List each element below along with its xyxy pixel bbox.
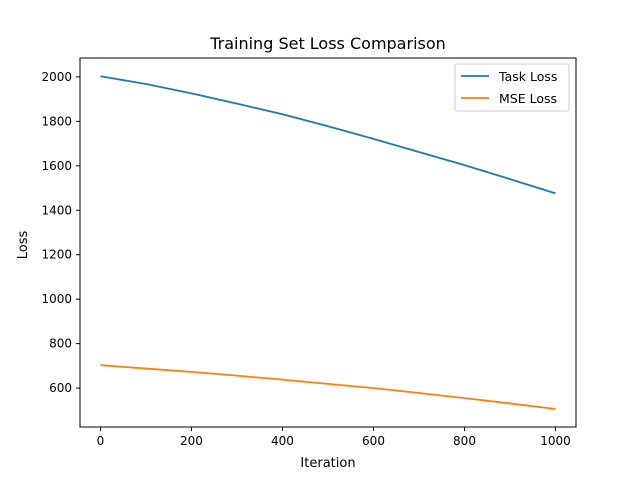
x-tick-label: 0 [97,434,105,448]
x-tick-label: 1000 [540,434,571,448]
series-line-task-loss [100,75,556,195]
y-tick-label: 600 [49,381,72,395]
x-axis-label: Iteration [300,456,355,471]
y-tick-label: 1200 [41,248,72,262]
y-tick-label: 1800 [41,114,72,128]
plot-area [100,75,556,410]
y-axis-label: Loss [16,231,31,260]
y-tick-label: 1400 [41,203,72,217]
x-tick-label: 400 [271,434,294,448]
y-tick-label: 2000 [41,70,72,84]
y-tick-label: 1600 [41,159,72,173]
x-tick-label: 800 [453,434,476,448]
x-tick-label: 600 [362,434,385,448]
y-tick-label: 1000 [41,292,72,306]
legend-label-task-loss: Task Loss [498,69,557,84]
chart-title: Training Set Loss Comparison [209,34,446,53]
y-tick-label: 800 [49,337,72,351]
axes: 0 200 400 600 800 1000 600 800 1000 1200 1400 1600 1… [41,57,577,448]
series-line-mse-loss [100,364,556,410]
x-tick-label: 200 [180,434,203,448]
legend-label-mse-loss: MSE Loss [499,91,557,106]
axes-frame [79,57,577,428]
legend: Task Loss MSE Loss [454,63,570,112]
